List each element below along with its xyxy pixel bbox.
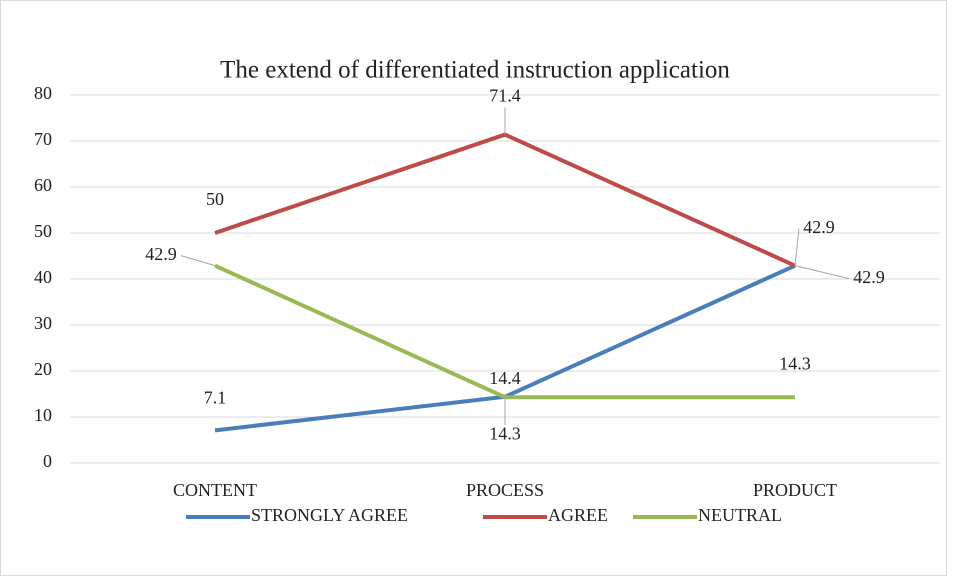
y-tick-label: 10	[34, 405, 52, 425]
x-tick-label: CONTENT	[173, 480, 257, 500]
data-label: 7.1	[204, 387, 227, 407]
data-label: 50	[206, 189, 224, 209]
data-label: 14.4	[489, 368, 521, 388]
y-tick-label: 20	[34, 359, 52, 379]
data-label: 42.9	[853, 267, 885, 287]
leader-line	[794, 228, 800, 266]
y-tick-label: 40	[34, 267, 52, 287]
legend-label: AGREE	[548, 505, 608, 525]
y-tick-label: 0	[43, 451, 52, 471]
data-label: 14.3	[489, 423, 521, 443]
data-label: 14.3	[779, 353, 811, 373]
data-label: 42.9	[145, 244, 177, 264]
y-tick-label: 80	[34, 83, 52, 103]
leader-line	[794, 265, 850, 280]
data-label: 42.9	[803, 217, 835, 237]
chart-title: The extend of differentiated instruction…	[220, 57, 730, 84]
data-label: 71.4	[489, 86, 521, 106]
y-tick-label: 70	[34, 129, 52, 149]
y-tick-label: 50	[34, 221, 52, 241]
x-tick-label: PRODUCT	[753, 480, 837, 500]
y-tick-label: 60	[34, 175, 52, 195]
x-tick-label: PROCESS	[466, 480, 544, 500]
leader-line	[180, 255, 216, 267]
y-tick-label: 30	[34, 313, 52, 333]
legend-label: STRONGLY AGREE	[251, 505, 408, 525]
legend-label: NEUTRAL	[698, 505, 782, 525]
